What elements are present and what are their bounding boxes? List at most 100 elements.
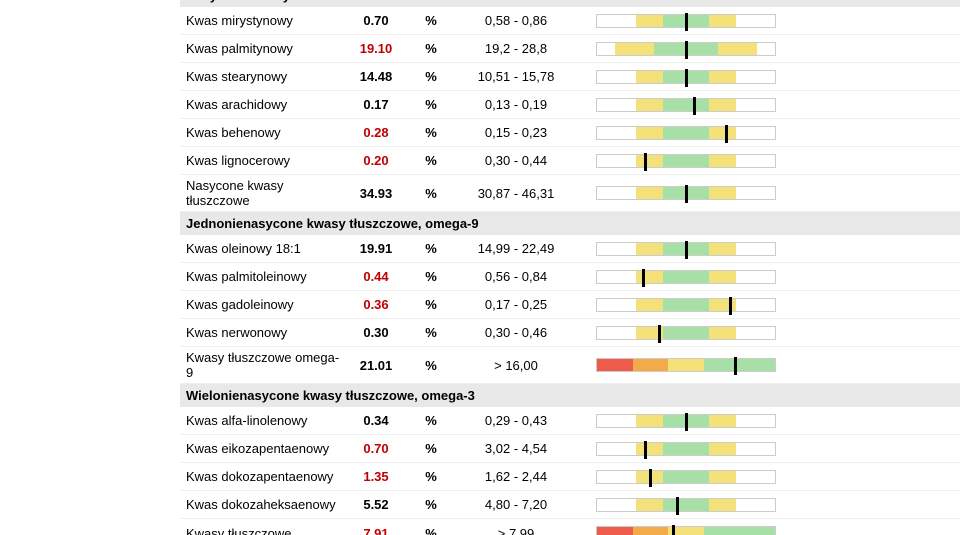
param-value: 0.70: [346, 13, 406, 28]
gauge-marker: [734, 357, 737, 375]
gauge-segment: [709, 499, 736, 511]
gauge-segment: [718, 43, 757, 55]
gauge-segment: [597, 243, 636, 255]
param-value: 7.91: [346, 526, 406, 535]
gauge-segment: [597, 359, 633, 371]
gauge-segment: [736, 127, 775, 139]
param-value: 19.10: [346, 41, 406, 56]
gauge-segment: [663, 99, 709, 111]
param-range: 4,80 - 7,20: [456, 497, 576, 512]
section-header: Nasycone kwasy tłuszczowe: [180, 0, 960, 7]
param-gauge-cell: [576, 526, 806, 535]
gauge-segment: [597, 155, 636, 167]
param-unit: %: [406, 69, 456, 84]
param-name: Kwas palmitoleinowy: [186, 269, 346, 284]
gauge: [596, 42, 776, 56]
gauge-segment: [668, 359, 704, 371]
param-value: 0.34: [346, 413, 406, 428]
param-name: Kwas palmitynowy: [186, 41, 346, 56]
gauge-marker: [685, 41, 688, 59]
data-row: Kwas dokozaheksaenowy5.52%4,80 - 7,20: [180, 491, 960, 519]
gauge-segment: [633, 527, 669, 535]
param-unit: %: [406, 97, 456, 112]
gauge: [596, 126, 776, 140]
param-gauge-cell: [576, 326, 806, 340]
gauge-segment: [597, 499, 636, 511]
gauge-segment: [597, 271, 636, 283]
gauge-segment: [663, 127, 709, 139]
param-unit: %: [406, 413, 456, 428]
gauge-segment: [597, 327, 636, 339]
param-range: 0,17 - 0,25: [456, 297, 576, 312]
gauge-segment: [597, 187, 636, 199]
gauge-segment: [636, 127, 663, 139]
data-row: Kwasy tłuszczowe omega-921.01%> 16,00: [180, 347, 960, 384]
gauge-segment: [736, 15, 775, 27]
param-range: 19,2 - 28,8: [456, 41, 576, 56]
gauge-segment: [636, 271, 663, 283]
param-gauge-cell: [576, 242, 806, 256]
gauge-segment: [709, 187, 736, 199]
param-name: Kwas alfa-linolenowy: [186, 413, 346, 428]
gauge-marker: [676, 497, 679, 515]
gauge-segment: [709, 71, 736, 83]
param-range: 0,13 - 0,19: [456, 97, 576, 112]
gauge-segment: [736, 71, 775, 83]
param-unit: %: [406, 297, 456, 312]
gauge-segment: [709, 271, 736, 283]
gauge-segment: [709, 443, 736, 455]
param-gauge-cell: [576, 70, 806, 84]
gauge-segment: [663, 443, 709, 455]
param-name: Kwas arachidowy: [186, 97, 346, 112]
param-unit: %: [406, 153, 456, 168]
param-unit: %: [406, 325, 456, 340]
param-range: 30,87 - 46,31: [456, 186, 576, 201]
param-range: 0,58 - 0,86: [456, 13, 576, 28]
gauge-segment: [704, 527, 775, 535]
gauge: [596, 470, 776, 484]
gauge-segment: [636, 415, 663, 427]
gauge-segment: [597, 15, 636, 27]
param-name: Kwas dokozaheksaenowy: [186, 497, 346, 512]
gauge: [596, 326, 776, 340]
param-name: Nasycone kwasy tłuszczowe: [186, 178, 346, 208]
data-row: Kwas eikozapentaenowy0.70%3,02 - 4,54: [180, 435, 960, 463]
gauge-segment: [597, 443, 636, 455]
gauge-segment: [736, 155, 775, 167]
gauge-segment: [597, 43, 615, 55]
param-range: 0,56 - 0,84: [456, 269, 576, 284]
gauge-segment: [736, 415, 775, 427]
param-unit: %: [406, 358, 456, 373]
gauge-marker: [642, 269, 645, 287]
data-row: Kwas stearynowy14.48%10,51 - 15,78: [180, 63, 960, 91]
param-name: Kwas nerwonowy: [186, 325, 346, 340]
param-gauge-cell: [576, 498, 806, 512]
param-unit: %: [406, 497, 456, 512]
param-value: 0.28: [346, 125, 406, 140]
gauge: [596, 70, 776, 84]
data-row: Kwas palmitynowy19.10%19,2 - 28,8: [180, 35, 960, 63]
param-range: 3,02 - 4,54: [456, 441, 576, 456]
data-row: Kwas oleinowy 18:119.91%14,99 - 22,49: [180, 235, 960, 263]
param-name: Kwasy tłuszczowe omega-9: [186, 350, 346, 380]
gauge-segment: [757, 43, 775, 55]
gauge-segment: [636, 443, 663, 455]
param-range: 10,51 - 15,78: [456, 69, 576, 84]
param-gauge-cell: [576, 126, 806, 140]
param-value: 0.36: [346, 297, 406, 312]
gauge-segment: [663, 471, 709, 483]
param-range: 14,99 - 22,49: [456, 241, 576, 256]
param-unit: %: [406, 469, 456, 484]
data-row: Kwas mirystynowy0.70%0,58 - 0,86: [180, 7, 960, 35]
gauge-segment: [709, 15, 736, 27]
gauge-segment: [736, 243, 775, 255]
param-unit: %: [406, 526, 456, 535]
param-gauge-cell: [576, 186, 806, 200]
gauge-marker: [644, 441, 647, 459]
gauge: [596, 242, 776, 256]
gauge-marker: [658, 325, 661, 343]
param-value: 0.70: [346, 441, 406, 456]
gauge-segment: [636, 499, 663, 511]
param-gauge-cell: [576, 470, 806, 484]
gauge-segment: [636, 155, 663, 167]
